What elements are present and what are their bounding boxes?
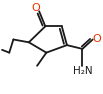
Text: H₂N: H₂N <box>73 66 92 76</box>
Text: O: O <box>32 3 40 13</box>
Text: O: O <box>92 34 101 44</box>
